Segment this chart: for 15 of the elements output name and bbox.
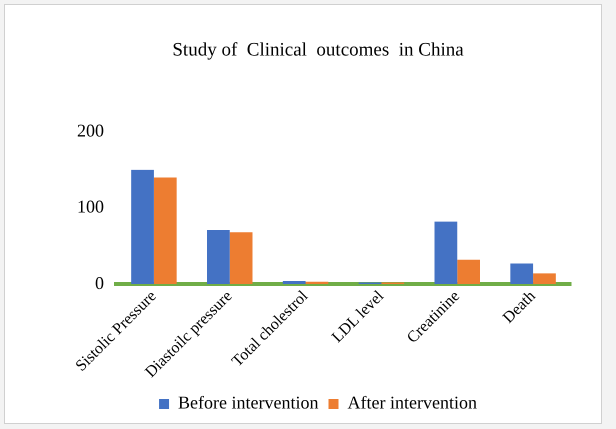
bar	[131, 170, 154, 284]
y-tick-label: 0	[95, 272, 104, 293]
bar	[533, 273, 556, 284]
chart-title: Study of Clinical outcomes in China	[172, 39, 464, 60]
bar	[207, 230, 230, 284]
bar	[230, 232, 252, 284]
bar	[457, 260, 480, 284]
bar	[510, 263, 534, 284]
bar	[154, 177, 177, 284]
y-tick-label: 100	[77, 196, 104, 217]
bar	[282, 281, 306, 284]
bar	[434, 222, 458, 284]
legend-label: After intervention	[348, 392, 477, 413]
y-tick-label: 200	[77, 120, 104, 141]
legend-label: Before intervention	[178, 392, 318, 413]
